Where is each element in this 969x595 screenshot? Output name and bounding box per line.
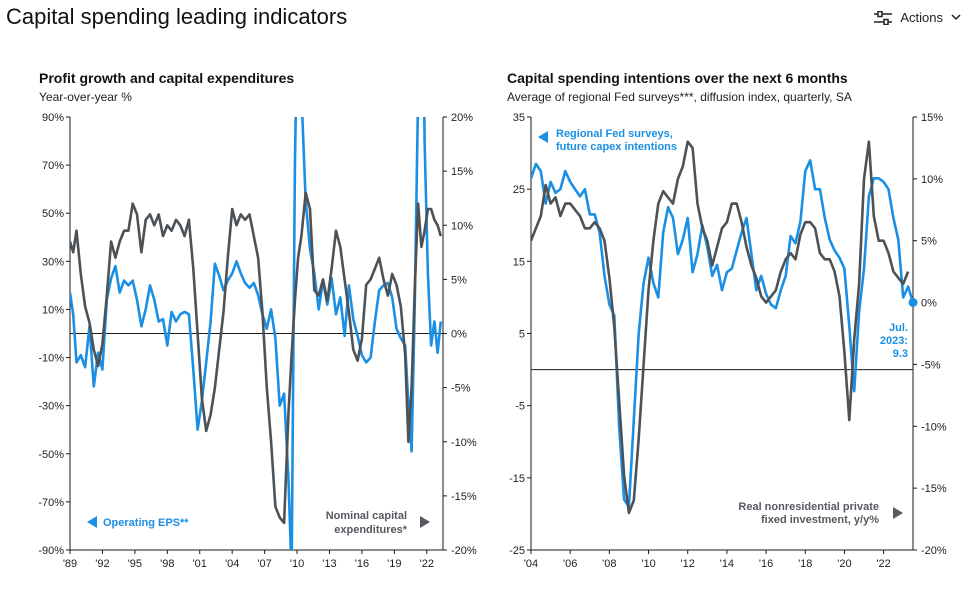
page-title: Capital spending leading indicators [6,4,348,29]
left-tick-label: 35 [513,112,525,124]
right-tick-label: -20% [921,545,947,557]
series-line-grey [70,191,443,525]
right-tick-label: 5% [921,236,937,248]
x-tick-label: '10 [641,558,655,570]
right-tick-label: 20% [451,112,473,124]
legend-investment-line1: Real nonresidential private [738,501,879,513]
left-tick-label: 30% [42,256,64,268]
legend-fed-line1: Regional Fed surveys, [556,128,673,140]
right-tick-label: 0% [921,298,937,310]
legend-investment-line2: fixed investment, y/y% [761,514,879,526]
left-tick-label: 25 [513,184,525,196]
x-tick-label: '89 [63,558,77,570]
right-tick-label: 5% [451,274,467,286]
left-tick-label: 90% [42,112,64,124]
x-tick-label: '07 [257,558,271,570]
left-tick-label: 50% [42,208,64,220]
right-tick-label: -5% [451,383,471,395]
series-line-blue [531,159,913,509]
chart2-subtitle: Average of regional Fed surveys***, diff… [507,90,852,104]
x-tick-label: '22 [420,558,434,570]
left-tick-label: 10% [42,304,64,316]
x-tick-label: '06 [563,558,577,570]
right-tick-label: -5% [921,359,941,371]
legend-capex-line2: expenditures* [334,524,407,536]
x-tick-label: '16 [355,558,369,570]
left-tick-label: -90% [38,545,64,557]
x-tick-label: '14 [720,558,734,570]
x-tick-label: '98 [160,558,174,570]
annotation-line2: 2023: [880,335,908,347]
annotation-line3: 9.3 [893,348,908,360]
x-tick-label: '04 [524,558,538,570]
right-tick-label: -15% [921,483,947,495]
right-tick-label: 15% [451,166,473,178]
actions-label: Actions [900,10,943,25]
x-tick-label: '92 [95,558,109,570]
series-line-grey [531,140,910,515]
left-tick-label: -25 [509,545,525,557]
latest-point-marker [908,297,918,307]
legend-arrow-left-icon [87,516,97,528]
x-tick-label: '04 [225,558,239,570]
chevron-down-icon [951,14,961,21]
chart2-title: Capital spending intentions over the nex… [507,70,848,86]
x-tick-label: '18 [798,558,812,570]
legend-capex-line1: Nominal capital [326,510,407,522]
left-tick-label: -10% [38,353,64,365]
right-tick-label: -20% [451,545,477,557]
x-tick-label: '95 [128,558,142,570]
x-tick-label: '08 [602,558,616,570]
legend-operating-eps: Operating EPS** [103,517,189,529]
left-tick-label: 15 [513,256,525,268]
right-tick-label: -15% [451,491,477,503]
x-tick-label: '20 [837,558,851,570]
chart1-subtitle: Year-over-year % [39,90,132,104]
x-tick-label: '12 [681,558,695,570]
left-tick-label: 5 [519,329,525,341]
annotation-line1: Jul. [889,322,908,334]
legend-fed-line2: future capex intentions [556,141,677,153]
right-tick-label: 10% [921,174,943,186]
left-tick-label: -5 [515,401,525,413]
right-tick-label: 10% [451,220,473,232]
left-tick-label: 70% [42,160,64,172]
legend-arrow-right-icon [893,507,903,519]
right-tick-label: 15% [921,112,943,124]
left-tick-label: -50% [38,449,64,461]
left-tick-label: -70% [38,497,64,509]
x-tick-label: '16 [759,558,773,570]
left-tick-label: -15 [509,473,525,485]
chart1-title: Profit growth and capital expenditures [39,70,295,86]
sliders-icon [874,10,893,25]
x-tick-label: '01 [193,558,207,570]
actions-button[interactable]: Actions [874,10,961,25]
right-tick-label: -10% [451,437,477,449]
legend-arrow-left-icon [538,131,548,143]
x-tick-label: '22 [876,558,890,570]
legend-arrow-right-icon [420,516,430,528]
x-tick-label: '19 [387,558,401,570]
left-tick-label: -30% [38,401,64,413]
right-tick-label: -10% [921,421,947,433]
right-tick-label: 0% [451,329,467,341]
x-tick-label: '10 [290,558,304,570]
x-tick-label: '13 [322,558,336,570]
